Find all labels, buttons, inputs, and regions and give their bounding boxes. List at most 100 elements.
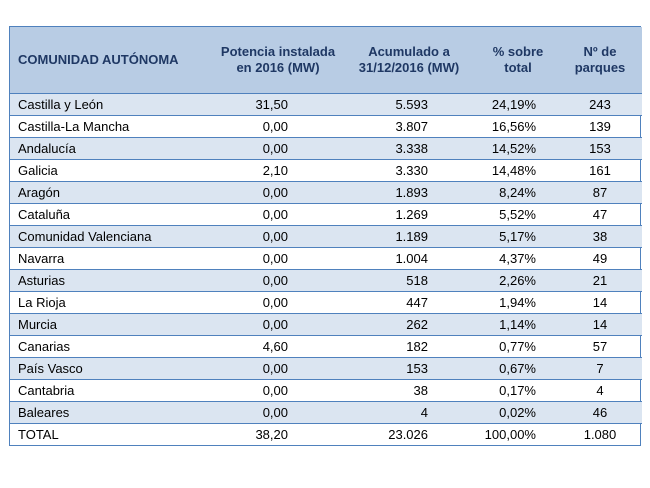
cell-comunidad: Andalucía (10, 137, 216, 160)
cell-potencia: 0,00 (216, 291, 340, 314)
cell-potencia: 0,00 (216, 181, 340, 204)
cell-acumulado: 3.338 (340, 137, 478, 160)
cell-parques: 47 (558, 203, 642, 226)
cell-comunidad: Canarias (10, 335, 216, 358)
cell-acumulado: 1.004 (340, 247, 478, 270)
table-row: Cantabria 0,00 38 0,17% 4 (10, 379, 642, 402)
wind-power-table: COMUNIDAD AUTÓNOMA Potencia instalada en… (9, 26, 642, 446)
cell-parques: 49 (558, 247, 642, 270)
table-row: Castilla y León 31,50 5.593 24,19% 243 (10, 93, 642, 116)
cell-porcentaje: 8,24% (478, 181, 558, 204)
cell-acumulado: 5.593 (340, 93, 478, 116)
cell-parques: 14 (558, 291, 642, 314)
header-parques: Nº de parques (558, 27, 642, 94)
table-row: Murcia 0,00 262 1,14% 14 (10, 313, 642, 336)
cell-potencia: 0,00 (216, 247, 340, 270)
table-row: País Vasco 0,00 153 0,67% 7 (10, 357, 642, 380)
cell-parques: 1.080 (583, 427, 617, 442)
cell-porcentaje: 14,48% (478, 159, 558, 182)
header-porcentaje: % sobre total (478, 27, 558, 94)
total-row: TOTAL 38,20 23.026 100,00% 1.080 (10, 424, 642, 446)
table-row: Comunidad Valenciana 0,00 1.189 5,17% 38 (10, 225, 642, 248)
table-row: Navarra 0,00 1.004 4,37% 49 (10, 247, 642, 270)
cell-acumulado: 1.893 (340, 181, 478, 204)
cell-parques: 7 (558, 357, 642, 380)
cell-porcentaje: 24,19% (478, 93, 558, 116)
cell-comunidad: Asturias (10, 269, 216, 292)
cell-parques: 139 (558, 115, 642, 138)
cell-porcentaje: 2,26% (478, 269, 558, 292)
cell-acumulado: 38 (340, 379, 478, 402)
cell-parques: 21 (558, 269, 642, 292)
cell-parques: 87 (558, 181, 642, 204)
header-row: COMUNIDAD AUTÓNOMA Potencia instalada en… (10, 27, 642, 94)
table-row: Galicia 2,10 3.330 14,48% 161 (10, 159, 642, 182)
cell-comunidad: Murcia (10, 313, 216, 336)
cell-comunidad: Baleares (10, 401, 216, 424)
cell-comunidad: Aragón (10, 181, 216, 204)
cell-porcentaje: 5,17% (478, 225, 558, 248)
table-row: Andalucía 0,00 3.338 14,52% 153 (10, 137, 642, 160)
cell-potencia: 38,20 (255, 427, 288, 442)
cell-potencia: 4,60 (216, 335, 340, 358)
cell-acumulado: 518 (340, 269, 478, 292)
cell-acumulado: 3.807 (340, 115, 478, 138)
cell-potencia: 0,00 (216, 357, 340, 380)
table-row: Canarias 4,60 182 0,77% 57 (10, 335, 642, 358)
cell-porcentaje: 14,52% (478, 137, 558, 160)
data-table: COMUNIDAD AUTÓNOMA Potencia instalada en… (10, 27, 642, 445)
cell-potencia: 2,10 (216, 159, 340, 182)
cell-acumulado: 182 (340, 335, 478, 358)
cell-comunidad: La Rioja (10, 291, 216, 314)
cell-porcentaje: 5,52% (478, 203, 558, 226)
cell-parques: 153 (558, 137, 642, 160)
cell-porcentaje: 16,56% (478, 115, 558, 138)
cell-potencia: 0,00 (216, 203, 340, 226)
cell-potencia: 0,00 (216, 379, 340, 402)
cell-acumulado: 1.269 (340, 203, 478, 226)
cell-potencia: 0,00 (216, 401, 340, 424)
cell-acumulado: 1.189 (340, 225, 478, 248)
table-row: Aragón 0,00 1.893 8,24% 87 (10, 181, 642, 204)
cell-porcentaje: 1,14% (478, 313, 558, 336)
cell-porcentaje: 0,67% (478, 357, 558, 380)
cell-comunidad: Castilla-La Mancha (10, 115, 216, 138)
cell-porcentaje: 1,94% (478, 291, 558, 314)
cell-comunidad: Cantabria (10, 379, 216, 402)
cell-parques: 46 (558, 401, 642, 424)
cell-parques: 161 (558, 159, 642, 182)
cell-comunidad: TOTAL (18, 427, 59, 442)
table-row: Castilla-La Mancha 0,00 3.807 16,56% 139 (10, 115, 642, 138)
table-row: Asturias 0,00 518 2,26% 21 (10, 269, 642, 292)
cell-potencia: 0,00 (216, 137, 340, 160)
header-comunidad: COMUNIDAD AUTÓNOMA (10, 27, 216, 94)
table-body: Castilla y León 31,50 5.593 24,19% 243 Castil… (10, 93, 642, 446)
cell-acumulado: 3.330 (340, 159, 478, 182)
cell-acumulado: 262 (340, 313, 478, 336)
table-row: Cataluña 0,00 1.269 5,52% 47 (10, 203, 642, 226)
cell-potencia: 0,00 (216, 313, 340, 336)
cell-potencia: 0,00 (216, 115, 340, 138)
cell-parques: 38 (558, 225, 642, 248)
cell-comunidad: País Vasco (10, 357, 216, 380)
table-row: La Rioja 0,00 447 1,94% 14 (10, 291, 642, 314)
cell-acumulado: 4 (340, 401, 478, 424)
cell-comunidad: Comunidad Valenciana (10, 225, 216, 248)
cell-comunidad: Navarra (10, 247, 216, 270)
cell-porcentaje: 0,17% (478, 379, 558, 402)
cell-comunidad: Cataluña (10, 203, 216, 226)
cell-parques: 14 (558, 313, 642, 336)
cell-porcentaje: 0,77% (478, 335, 558, 358)
cell-porcentaje: 4,37% (478, 247, 558, 270)
cell-parques: 243 (558, 93, 642, 116)
cell-parques: 57 (558, 335, 642, 358)
table-row: Baleares 0,00 4 0,02% 46 (10, 401, 642, 424)
header-potencia: Potencia instalada en 2016 (MW) (216, 27, 340, 94)
cell-parques: 4 (558, 379, 642, 402)
cell-potencia: 0,00 (216, 225, 340, 248)
header-acumulado: Acumulado a 31/12/2016 (MW) (340, 27, 478, 94)
cell-acumulado: 23.026 (388, 427, 428, 442)
cell-acumulado: 153 (340, 357, 478, 380)
cell-potencia: 31,50 (216, 93, 340, 116)
cell-potencia: 0,00 (216, 269, 340, 292)
